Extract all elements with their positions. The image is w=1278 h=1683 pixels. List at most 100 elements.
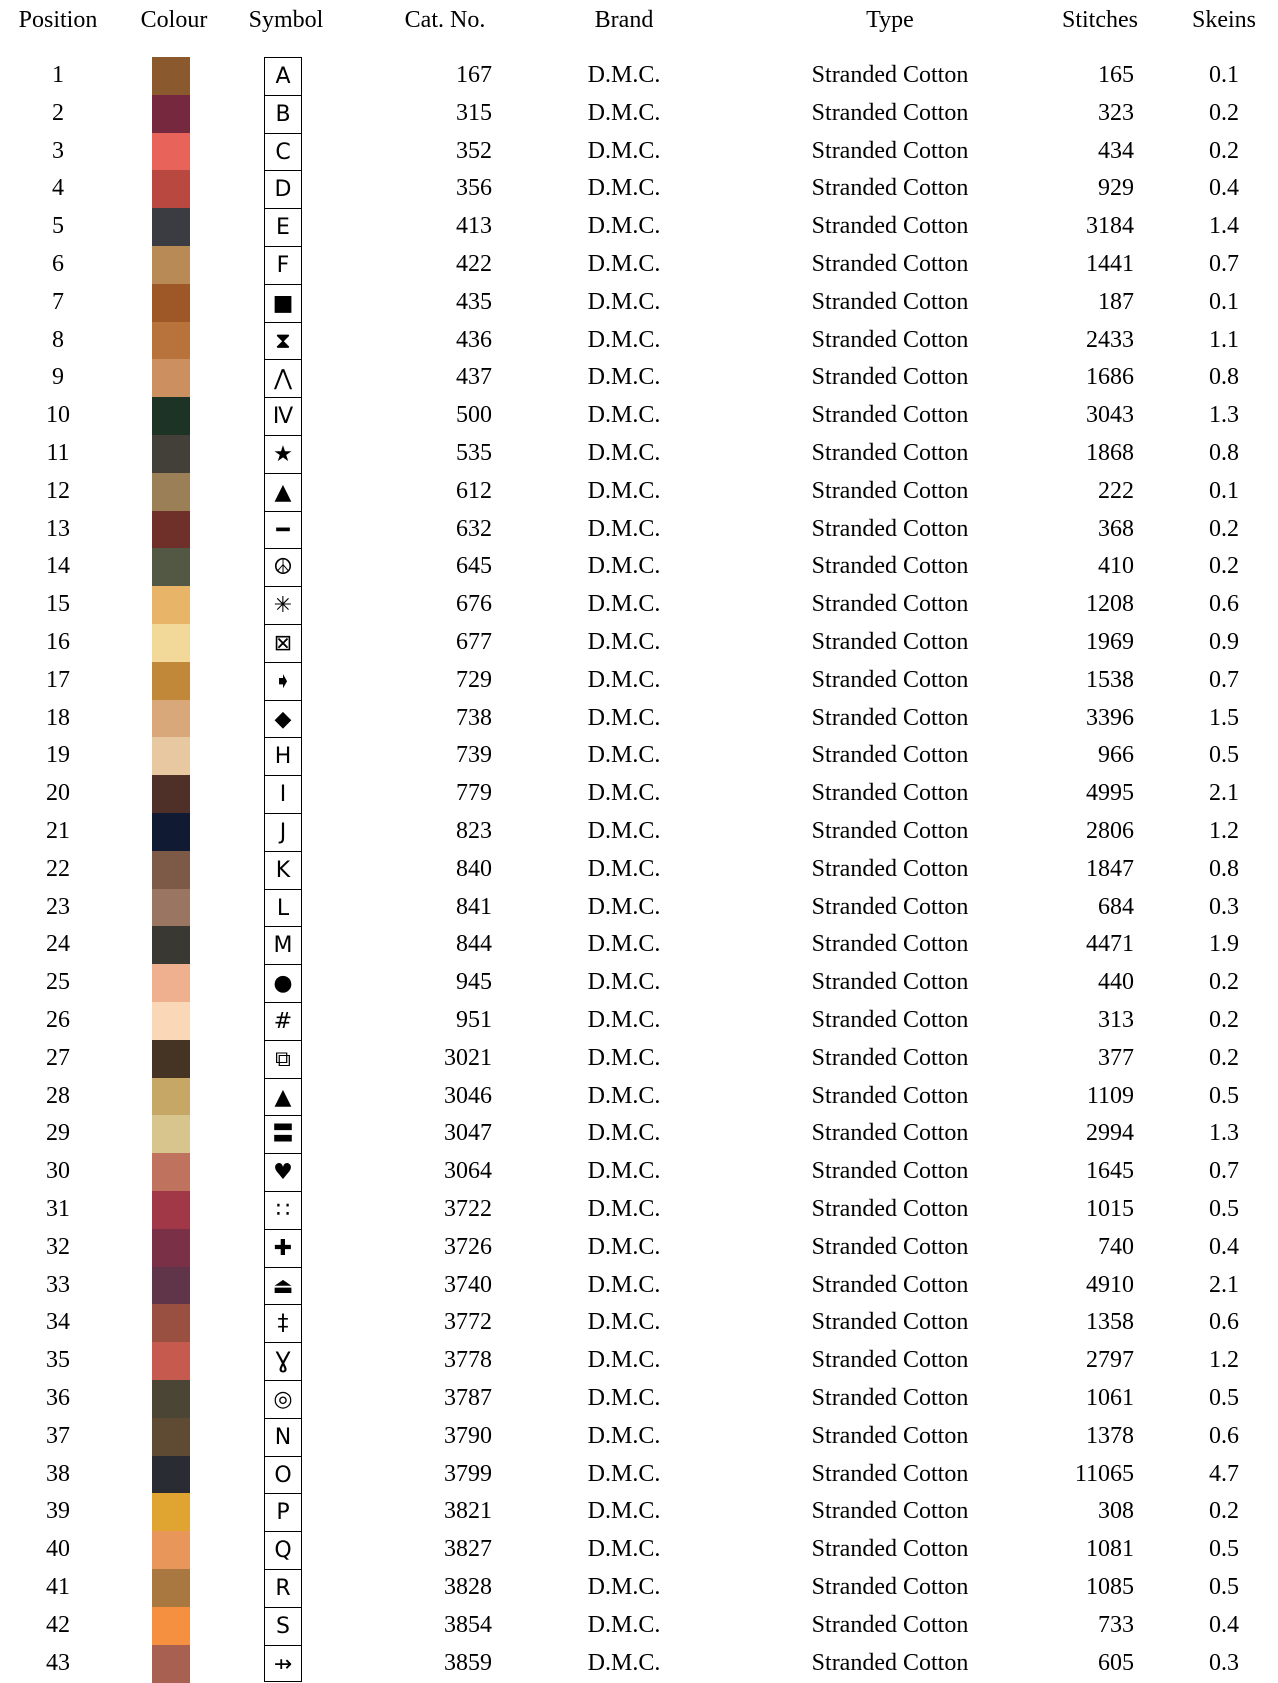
colour-swatch bbox=[152, 246, 190, 285]
row-skeins: 0.6 bbox=[1209, 1422, 1239, 1449]
row-stitches: 1085 bbox=[1086, 1574, 1134, 1600]
chart-symbol: E bbox=[264, 208, 302, 246]
colour-swatch bbox=[152, 1077, 190, 1116]
row-brand: D.M.C. bbox=[587, 213, 661, 240]
row-brand: D.M.C. bbox=[587, 1347, 661, 1374]
row-cat-no: 3790 bbox=[444, 1422, 492, 1449]
row-stitches: 3396 bbox=[1086, 704, 1134, 731]
row-brand: D.M.C. bbox=[587, 440, 661, 466]
row-type: Stranded Cotton bbox=[811, 477, 969, 504]
colour-swatch bbox=[152, 94, 190, 134]
row-type: Stranded Cotton bbox=[811, 591, 969, 618]
row-stitches: 1109 bbox=[1086, 1082, 1134, 1109]
row-skeins: 0.2 bbox=[1209, 137, 1239, 164]
row-skeins: 0.7 bbox=[1209, 666, 1239, 693]
row-skeins: 0.7 bbox=[1209, 251, 1239, 277]
chart-symbol: ◎ bbox=[264, 1380, 302, 1418]
row-type: Stranded Cotton bbox=[811, 1347, 969, 1374]
header-stitches: Stitches bbox=[1062, 7, 1138, 33]
row-cat-no: 167 bbox=[456, 62, 492, 88]
chart-symbol: ■ bbox=[264, 283, 302, 322]
colour-swatch bbox=[152, 1266, 190, 1305]
row-skeins: 0.2 bbox=[1209, 553, 1239, 580]
row-stitches: 11065 bbox=[1074, 1460, 1134, 1487]
row-cat-no: 612 bbox=[456, 477, 492, 504]
row-position: 2 bbox=[52, 99, 64, 126]
row-skeins: 0.6 bbox=[1209, 591, 1239, 618]
header-cat-no: Cat. No. bbox=[404, 7, 486, 33]
row-brand: D.M.C. bbox=[587, 1611, 661, 1638]
row-stitches: 323 bbox=[1098, 99, 1134, 126]
row-cat-no: 3778 bbox=[444, 1347, 492, 1374]
colour-swatch bbox=[152, 132, 190, 171]
row-brand: D.M.C. bbox=[587, 251, 661, 277]
colour-swatch bbox=[152, 1380, 190, 1419]
colour-swatch bbox=[152, 775, 190, 814]
row-skeins: 0.5 bbox=[1209, 1082, 1239, 1109]
row-stitches: 684 bbox=[1098, 893, 1134, 920]
row-cat-no: 739 bbox=[456, 742, 492, 769]
row-cat-no: 676 bbox=[456, 591, 492, 618]
row-brand: D.M.C. bbox=[587, 99, 661, 126]
row-cat-no: 3827 bbox=[444, 1536, 492, 1563]
row-brand: D.M.C. bbox=[587, 553, 661, 580]
row-position: 8 bbox=[52, 326, 64, 353]
colour-swatch bbox=[152, 57, 190, 96]
row-cat-no: 3787 bbox=[444, 1385, 492, 1411]
colour-swatch bbox=[152, 624, 190, 663]
chart-symbol: ⧉ bbox=[264, 1039, 302, 1078]
row-skeins: 0.5 bbox=[1209, 742, 1239, 769]
row-position: 23 bbox=[46, 893, 70, 920]
row-stitches: 313 bbox=[1098, 1007, 1134, 1033]
colour-swatch bbox=[152, 1191, 190, 1230]
row-skeins: 0.4 bbox=[1209, 1233, 1239, 1260]
row-position: 30 bbox=[46, 1158, 70, 1185]
row-cat-no: 677 bbox=[456, 629, 492, 655]
row-position: 18 bbox=[46, 704, 70, 731]
header-symbol: Symbol bbox=[248, 7, 324, 33]
row-position: 10 bbox=[46, 402, 70, 429]
colour-swatch bbox=[152, 1644, 190, 1683]
row-brand: D.M.C. bbox=[587, 137, 661, 164]
row-cat-no: 3799 bbox=[444, 1460, 492, 1487]
row-stitches: 1868 bbox=[1086, 440, 1134, 466]
chart-symbol: Q bbox=[264, 1531, 302, 1569]
chart-symbol: ● bbox=[264, 964, 302, 1002]
row-brand: D.M.C. bbox=[587, 1574, 661, 1600]
row-type: Stranded Cotton bbox=[811, 855, 969, 882]
header-brand: Brand bbox=[594, 7, 654, 33]
colour-swatch bbox=[152, 1228, 190, 1268]
row-skeins: 0.3 bbox=[1209, 893, 1239, 920]
row-type: Stranded Cotton bbox=[811, 1385, 969, 1411]
row-type: Stranded Cotton bbox=[811, 780, 969, 807]
row-position: 11 bbox=[46, 440, 70, 466]
colour-swatch bbox=[152, 586, 190, 625]
row-skeins: 0.8 bbox=[1209, 855, 1239, 882]
header-type: Type bbox=[866, 7, 914, 33]
row-skeins: 0.8 bbox=[1209, 440, 1239, 466]
chart-symbol: ◆ bbox=[264, 699, 302, 738]
row-stitches: 2994 bbox=[1086, 1120, 1134, 1147]
row-skeins: 0.2 bbox=[1209, 969, 1239, 996]
row-brand: D.M.C. bbox=[587, 893, 661, 920]
row-position: 31 bbox=[46, 1196, 70, 1222]
row-type: Stranded Cotton bbox=[811, 1536, 969, 1563]
colour-swatch bbox=[152, 1531, 190, 1570]
row-cat-no: 844 bbox=[456, 931, 492, 958]
row-cat-no: 3859 bbox=[444, 1649, 492, 1676]
row-skeins: 0.5 bbox=[1209, 1574, 1239, 1600]
colour-swatch bbox=[152, 1493, 190, 1532]
row-type: Stranded Cotton bbox=[811, 1082, 969, 1109]
row-type: Stranded Cotton bbox=[811, 1460, 969, 1487]
chart-symbol: 〓 bbox=[264, 1115, 302, 1154]
row-position: 39 bbox=[46, 1498, 70, 1525]
row-position: 27 bbox=[46, 1044, 70, 1071]
row-position: 42 bbox=[46, 1611, 70, 1638]
row-cat-no: 3046 bbox=[444, 1082, 492, 1109]
row-position: 3 bbox=[52, 137, 64, 164]
row-stitches: 440 bbox=[1098, 969, 1134, 996]
colour-swatch bbox=[152, 435, 190, 474]
row-brand: D.M.C. bbox=[587, 1422, 661, 1449]
chart-symbol: Ɣ bbox=[264, 1342, 302, 1380]
row-skeins: 1.2 bbox=[1209, 1347, 1239, 1374]
